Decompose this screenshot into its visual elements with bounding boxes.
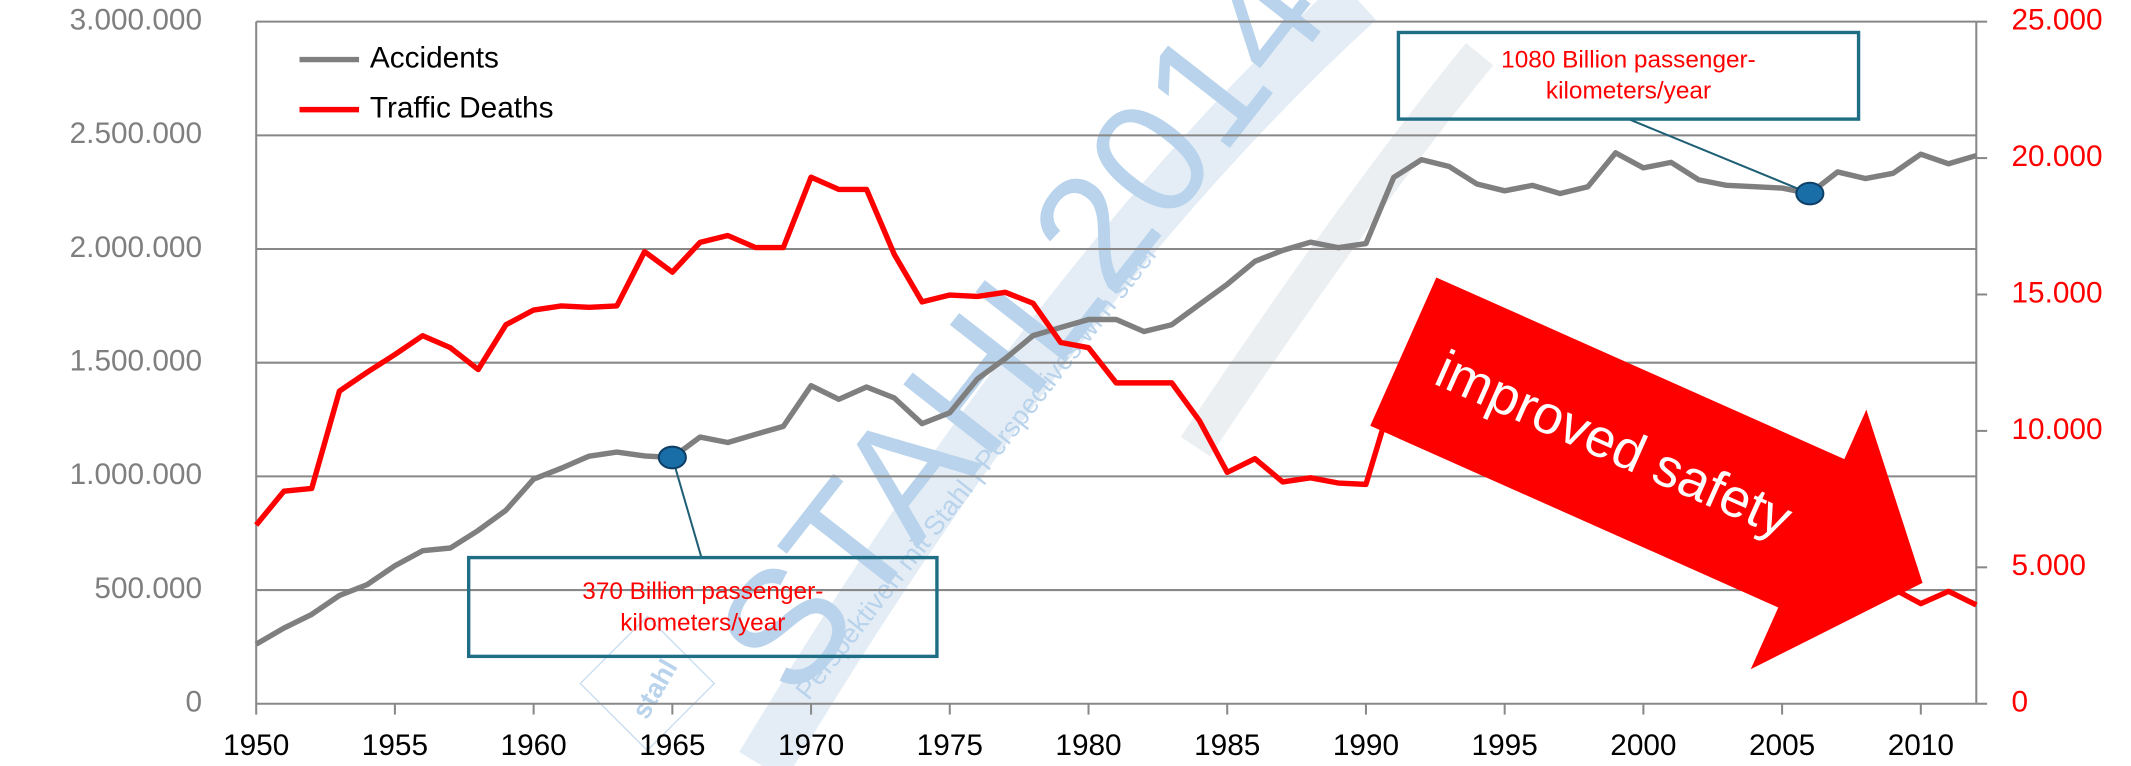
x-tick-label: 1990	[1333, 729, 1399, 762]
x-tick-label: 1955	[362, 729, 428, 762]
legend-label: Traffic Deaths	[370, 91, 554, 124]
y-tick-label: 500.000	[94, 572, 202, 605]
y2-tick-label: 5.000	[2011, 549, 2086, 582]
watermark: STAHL2014 Perspektiven mit Stahl | Persp…	[579, 0, 1494, 766]
x-tick-label: 2000	[1610, 729, 1676, 762]
series-line	[254, 150, 1978, 647]
callout-text: kilometers/year	[1546, 77, 1711, 104]
y-tick-label: 3.000.000	[70, 4, 202, 37]
x-tick-label: 1960	[501, 729, 567, 762]
x-tick-label: 2010	[1888, 729, 1954, 762]
callout-box	[1396, 30, 1861, 121]
y-tick-label: 2.500.000	[70, 117, 202, 150]
callout-text: kilometers/year	[620, 609, 785, 636]
y-tick-label: 0	[185, 686, 202, 719]
x-tick-label: 1980	[1055, 729, 1121, 762]
safety-arrow: improved safety	[1370, 277, 1923, 670]
callout-leader	[671, 457, 703, 558]
y2-tick-label: 20.000	[2011, 140, 2102, 173]
callout-leader	[1628, 118, 1811, 195]
y-tick-label: 2.000.000	[70, 231, 202, 264]
y2-tick-label: 10.000	[2011, 413, 2102, 446]
y-tick-label: 1.500.000	[70, 345, 202, 378]
callout-marker	[657, 445, 687, 470]
watermark-swoosh	[1180, 42, 1494, 457]
x-tick-label: 1995	[1472, 729, 1538, 762]
y2-tick-label: 0	[2011, 686, 2028, 719]
arrow-shape	[1370, 277, 1923, 670]
legend-label: Accidents	[370, 41, 499, 74]
callout-marker	[1795, 181, 1825, 206]
watermark-logo	[579, 615, 716, 752]
x-tick-label: 1975	[917, 729, 983, 762]
callout-text: 370 Billion passenger-	[582, 578, 823, 605]
watermark-text: stahl	[626, 654, 684, 724]
y2-tick-label: 25.000	[2011, 4, 2102, 37]
x-tick-label: 1970	[778, 729, 844, 762]
y2-tick-label: 15.000	[2011, 276, 2102, 309]
callout-text: 1080 Billion passenger-	[1501, 46, 1756, 73]
x-tick-label: 1950	[223, 729, 289, 762]
y-tick-label: 1.000.000	[70, 458, 202, 491]
callout-box	[466, 555, 939, 659]
x-tick-label: 2005	[1749, 729, 1815, 762]
x-tick-label: 1985	[1194, 729, 1260, 762]
x-tick-label: 1965	[639, 729, 705, 762]
